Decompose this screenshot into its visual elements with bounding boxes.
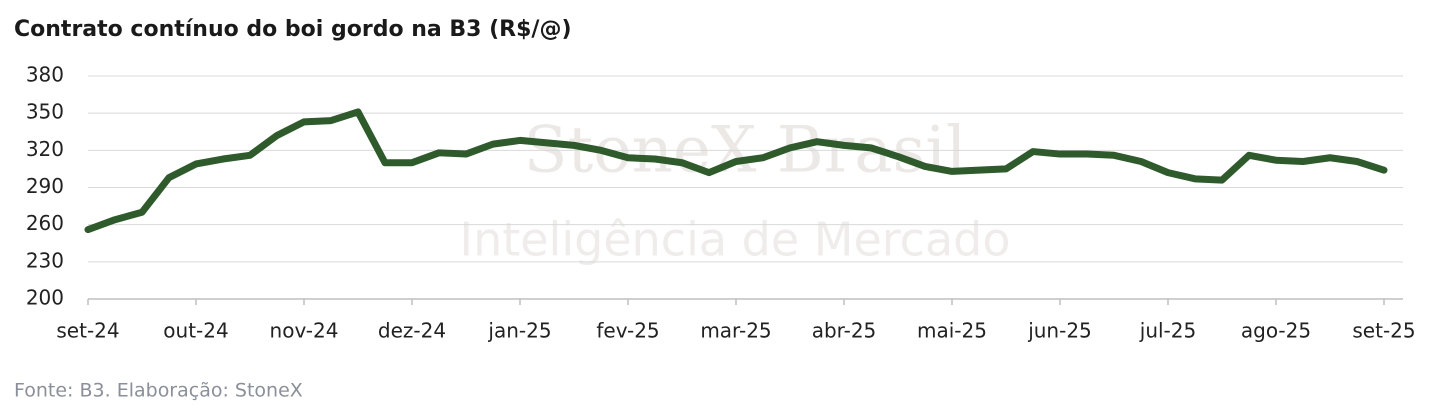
y-tick-label: 200 — [26, 286, 64, 310]
x-tick-label: jan-25 — [487, 319, 551, 343]
x-tick-label: set-24 — [56, 319, 119, 343]
x-tick-label: nov-24 — [270, 319, 339, 343]
source-note: Fonte: B3. Elaboração: StoneX — [14, 380, 303, 402]
watermark: Inteligência de Mercado — [460, 213, 1011, 267]
y-tick-label: 320 — [26, 137, 64, 161]
line-series — [84, 108, 1388, 234]
x-tick-label: abr-25 — [812, 319, 877, 343]
x-tick-label: dez-24 — [378, 319, 446, 343]
x-tick-label: mar-25 — [700, 319, 771, 343]
x-tick-label: set-25 — [1352, 319, 1415, 343]
x-tick-label: jul-25 — [1139, 319, 1196, 343]
x-tick-label: ago-25 — [1241, 319, 1311, 343]
y-tick-label: 230 — [26, 248, 64, 272]
y-tick-label: 290 — [26, 174, 64, 198]
x-tick-label: mai-25 — [917, 319, 987, 343]
x-tick-label: fev-25 — [596, 319, 659, 343]
chart-title: Contrato contínuo do boi gordo na B3 (R$… — [14, 17, 572, 42]
x-tick-label: jun-25 — [1027, 319, 1092, 343]
y-tick-label: 350 — [26, 100, 64, 124]
y-tick-label: 260 — [26, 211, 64, 235]
x-tick-label: out-24 — [163, 319, 228, 343]
y-tick-label: 380 — [26, 63, 64, 87]
